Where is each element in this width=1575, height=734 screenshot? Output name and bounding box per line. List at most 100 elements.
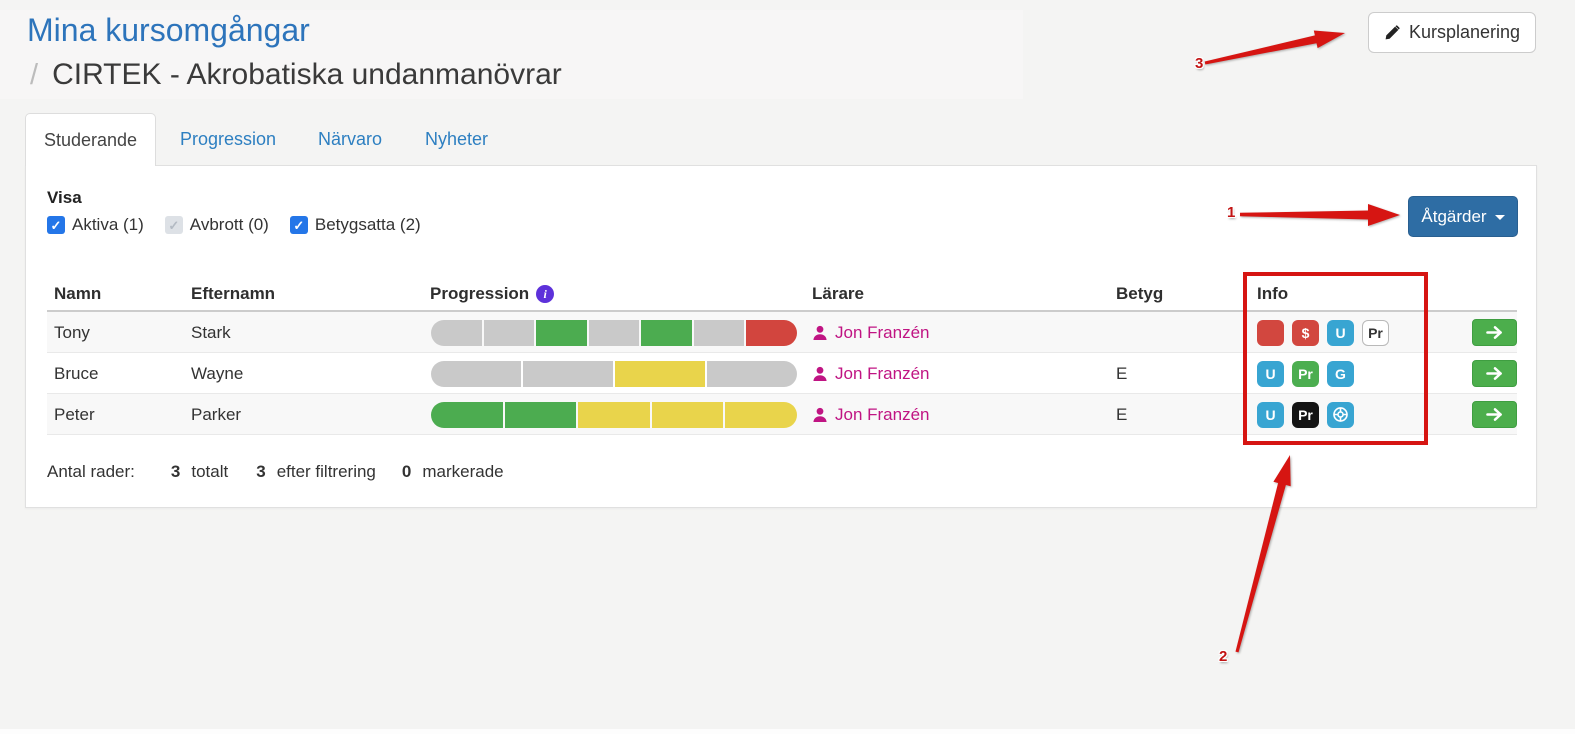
column-header-larare: Lärare [812, 284, 864, 303]
first-name-cell: Peter [54, 404, 95, 424]
open-student-button[interactable] [1472, 401, 1517, 428]
progression-segment-yellow [651, 401, 724, 428]
header-band [0, 10, 1023, 99]
column-header-namn: Namn [54, 284, 102, 303]
checkbox-checked-disabled-icon[interactable]: ✓ [164, 216, 183, 234]
column-header-progression-label: Progression [430, 284, 530, 303]
atgarder-dropdown-button[interactable]: Åtgärder [1408, 196, 1518, 237]
info-badge-badge-Pr: Pr [1292, 401, 1319, 428]
caret-down-icon [1494, 215, 1505, 220]
table-row: Peter Parker Jon Franzén E U Pr [47, 394, 1517, 435]
checkbox-betygsatta[interactable]: ✓ Betygsatta (2) [289, 215, 421, 235]
teacher-name: Jon Franzén [835, 404, 930, 424]
person-icon [812, 407, 828, 423]
teacher-link[interactable]: Jon Franzén [812, 353, 930, 394]
checkbox-avbrott-label: Avbrott (0) [189, 215, 269, 234]
annotation-number-2: 2 [1219, 648, 1228, 665]
progression-segment-gray [483, 319, 535, 346]
teacher-link[interactable]: Jon Franzén [812, 394, 930, 435]
info-badges-cell: U Pr [1257, 394, 1354, 435]
teacher-link[interactable]: Jon Franzén [812, 312, 930, 353]
course-title: CIRTEK - Akrobatiska undanmanövrar [52, 58, 562, 91]
table-row: Tony Stark Jon Franzén $ U Pr [47, 312, 1517, 353]
progression-segment-gray [523, 360, 613, 387]
total-count-label: totalt [191, 462, 229, 481]
kursplanering-button[interactable]: Kursplanering [1368, 12, 1536, 53]
info-badge-badge-G: G [1327, 360, 1354, 387]
filtered-count-label: efter filtrering [276, 462, 376, 481]
info-badge-badge-U: U [1257, 401, 1284, 428]
action-cell [1472, 394, 1517, 435]
info-badge-badge-U: U [1257, 360, 1284, 387]
progression-segment-gray [693, 319, 745, 346]
progression-segment-gray [431, 319, 482, 346]
open-student-button[interactable] [1472, 319, 1517, 346]
teacher-name: Jon Franzén [835, 363, 930, 383]
filtered-count: 3 [256, 462, 266, 481]
info-badge-badge-U: U [1327, 319, 1354, 346]
table-footer: Antal rader: 3 totalt 3 efter filtrering… [47, 462, 504, 482]
column-header-progression: Progression i [430, 284, 555, 304]
students-panel: Visa ✓ Aktiva (1) ✓ Avbrott (0) ✓ Betygs… [25, 165, 1537, 508]
info-badges-cell: U Pr G [1257, 353, 1354, 394]
arrow-right-icon [1485, 366, 1504, 381]
progression-bar [431, 360, 797, 387]
last-name-cell: Stark [191, 322, 231, 342]
tab-progression[interactable]: Progression [180, 129, 277, 149]
table-header: Namn Efternamn Progression i Lärare Bety… [47, 278, 1517, 312]
action-cell [1472, 353, 1517, 394]
action-cell [1472, 312, 1517, 353]
arrow-right-icon [1485, 325, 1504, 340]
checkbox-checked-icon[interactable]: ✓ [289, 216, 308, 234]
tab-studerande[interactable]: Studerande [25, 113, 156, 166]
progression-segment-gray [431, 360, 521, 387]
progression-cell [431, 394, 797, 435]
first-name-cell: Bruce [54, 363, 99, 383]
kursplanering-label: Kursplanering [1408, 22, 1521, 42]
bottom-strip [0, 729, 1575, 734]
progression-cell [431, 312, 797, 353]
progression-bar [431, 319, 797, 346]
info-icon[interactable]: i [536, 285, 555, 303]
progression-cell [431, 353, 797, 394]
progression-segment-yellow [578, 401, 650, 428]
total-count: 3 [170, 462, 181, 481]
tab-studerande-label: Studerande [43, 129, 138, 150]
atgarder-label: Åtgärder [1421, 206, 1487, 226]
info-badges-cell: $ U Pr [1257, 312, 1389, 353]
checkbox-betygsatta-label: Betygsatta (2) [314, 215, 421, 234]
checkbox-checked-icon[interactable]: ✓ [47, 216, 65, 234]
tab-narvaro[interactable]: Närvaro [318, 129, 383, 149]
first-name-cell: Tony [54, 322, 90, 342]
column-header-betyg: Betyg [1116, 284, 1164, 303]
filter-row: ✓ Aktiva (1) ✓ Avbrott (0) ✓ Betygsatta … [47, 215, 421, 235]
person-icon [812, 366, 828, 382]
arrow-right-icon [1485, 407, 1504, 422]
progression-segment-green [504, 401, 577, 428]
progression-bar [431, 401, 797, 428]
table-row: Bruce Wayne Jon Franzén E U Pr G [47, 353, 1517, 394]
progression-segment-green [536, 319, 587, 346]
checkbox-aktiva-label: Aktiva (1) [72, 215, 144, 234]
tab-nyheter[interactable]: Nyheter [425, 129, 489, 149]
row-count-label: Antal rader: [47, 462, 135, 481]
column-header-efternamn: Efternamn [191, 284, 276, 303]
info-badge-life-ring-icon [1327, 401, 1354, 428]
arrow-3 [1204, 30, 1345, 65]
pencil-icon [1384, 24, 1400, 41]
last-name-cell: Wayne [191, 363, 244, 383]
info-badge-badge-blank [1257, 319, 1284, 346]
progression-segment-red [746, 319, 797, 346]
person-icon [812, 325, 828, 341]
progression-segment-gray [588, 319, 640, 346]
checkbox-aktiva[interactable]: ✓ Aktiva (1) [47, 215, 144, 235]
info-badge-badge-$: $ [1292, 319, 1319, 346]
open-student-button[interactable] [1472, 360, 1517, 387]
checkbox-avbrott[interactable]: ✓ Avbrott (0) [164, 215, 269, 235]
page-title-link[interactable]: Mina kursomgångar [27, 12, 310, 48]
progression-segment-gray [707, 360, 797, 387]
progression-segment-green [431, 401, 503, 428]
filter-heading: Visa [47, 188, 82, 207]
last-name-cell: Parker [191, 404, 242, 424]
info-badge-badge-Pr: Pr [1292, 360, 1319, 387]
